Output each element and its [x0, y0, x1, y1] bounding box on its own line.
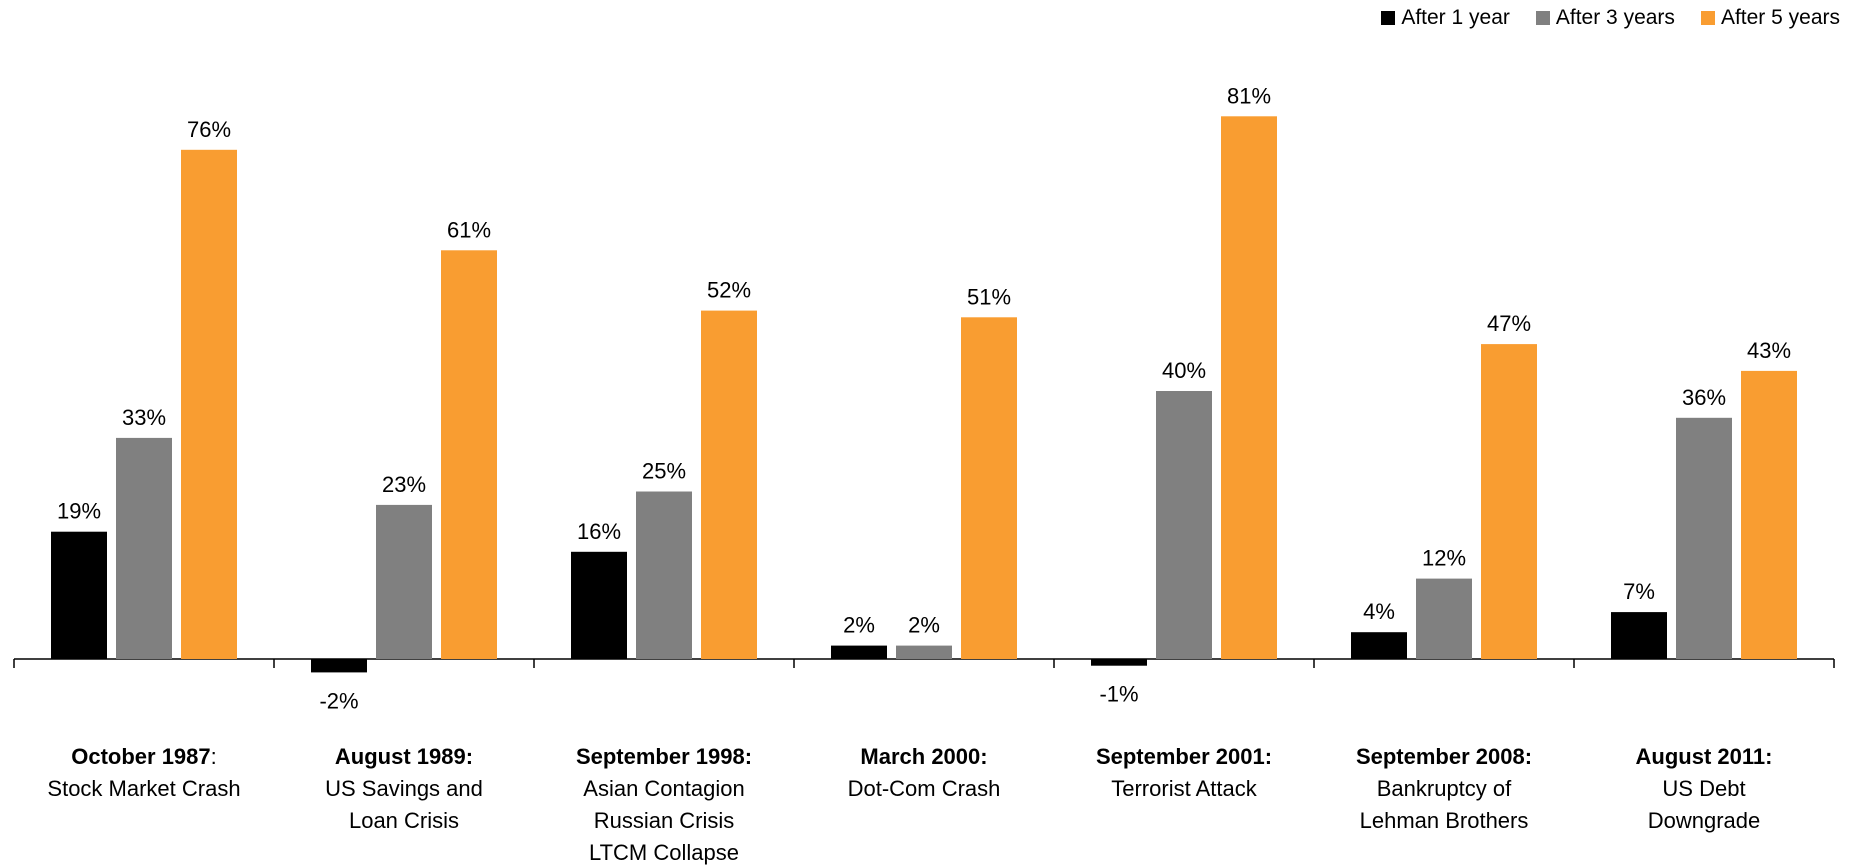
data-label: 76% [187, 117, 231, 142]
category-subtitle: US Debt [1662, 776, 1745, 801]
legend-item-after-1-year: After 1 year [1381, 6, 1510, 30]
data-label: -2% [319, 688, 358, 713]
bar-after-3-years [896, 645, 952, 659]
category-label-line: September 1998: [576, 744, 752, 769]
category-subtitle: US Savings and [325, 776, 483, 801]
legend-item-after-5-years: After 5 years [1700, 6, 1840, 30]
bar-after-5-years [1741, 370, 1797, 659]
data-label: 12% [1422, 546, 1466, 571]
bar-after-5-years [1481, 344, 1537, 659]
bar-after-3-years [376, 504, 432, 659]
legend-label-after-5-years: After 5 years [1720, 6, 1840, 29]
category-label-line: Downgrade [1648, 808, 1761, 833]
data-label: 51% [967, 284, 1011, 309]
data-label: 61% [447, 217, 491, 242]
category-label-line: Loan Crisis [349, 808, 459, 833]
category-subtitle: Russian Crisis [594, 808, 735, 833]
legend-label-after-3-years: After 3 years [1555, 6, 1675, 29]
category-subtitle: Loan Crisis [349, 808, 459, 833]
legend-label-after-1-year: After 1 year [1401, 6, 1510, 29]
category-label-line: Stock Market Crash [47, 776, 240, 801]
category-subtitle: LTCM Collapse [589, 840, 739, 865]
category-label-line: Bankruptcy of [1377, 776, 1512, 801]
bar-after-5-years [961, 317, 1017, 659]
bar-after-1-year [311, 659, 367, 673]
category-label-line: September 2008: [1356, 744, 1532, 769]
category-title: October 1987 [71, 744, 210, 769]
legend-swatch-after-5-years [1700, 11, 1715, 25]
data-label: 4% [1363, 599, 1395, 624]
legend-swatch-after-1-year [1381, 11, 1396, 25]
category-subtitle: Stock Market Crash [47, 776, 240, 801]
data-label: 52% [707, 278, 751, 303]
legend-item-after-3-years: After 3 years [1535, 6, 1675, 30]
category-title: September 2008: [1356, 744, 1532, 769]
data-label: -1% [1099, 682, 1138, 707]
bar-after-3-years [636, 491, 692, 659]
bar-after-1-year [571, 551, 627, 659]
data-label: 2% [843, 613, 875, 638]
category-label-line: September 2001: [1096, 744, 1272, 769]
chart-legend: After 1 year After 3 years After 5 years [1381, 6, 1840, 30]
data-label: 16% [577, 519, 621, 544]
category-title: August 1989: [335, 744, 473, 769]
bar-after-5-years [441, 250, 497, 660]
legend-swatch-after-3-years [1535, 11, 1550, 25]
data-label: 2% [908, 613, 940, 638]
bar-after-3-years [1676, 417, 1732, 659]
data-label: 40% [1162, 358, 1206, 383]
category-subtitle: : [211, 744, 217, 769]
category-label-line: Terrorist Attack [1111, 776, 1257, 801]
bar-after-1-year [1091, 659, 1147, 666]
bar-after-1-year [1611, 612, 1667, 659]
category-label-line: Asian Contagion [583, 776, 744, 801]
category-title: September 2001: [1096, 744, 1272, 769]
data-label: 7% [1623, 579, 1655, 604]
category-subtitle: Bankruptcy of [1377, 776, 1512, 801]
data-label: 47% [1487, 311, 1531, 336]
category-label-line: Dot-Com Crash [848, 776, 1001, 801]
data-label: 25% [642, 459, 686, 484]
category-label-line: US Savings and [325, 776, 483, 801]
bar-after-3-years [1156, 391, 1212, 659]
category-subtitle: Dot-Com Crash [848, 776, 1001, 801]
category-label-line: August 1989: [335, 744, 473, 769]
category-subtitle: Terrorist Attack [1111, 776, 1257, 801]
category-label-line: October 1987: [71, 744, 217, 769]
bar-after-5-years [701, 310, 757, 659]
data-label: 36% [1682, 385, 1726, 410]
bar-after-5-years [1221, 116, 1277, 660]
category-label-line: August 2011: [1636, 744, 1773, 769]
category-label-line: US Debt [1662, 776, 1745, 801]
category-title: March 2000: [860, 744, 987, 769]
data-label: 81% [1227, 83, 1271, 108]
category-label-line: March 2000: [860, 744, 987, 769]
data-label: 33% [122, 405, 166, 430]
data-label: 23% [382, 472, 426, 497]
category-subtitle: Lehman Brothers [1360, 808, 1529, 833]
bar-after-1-year [51, 531, 107, 659]
bar-after-1-year [831, 645, 887, 659]
data-label: 43% [1747, 338, 1791, 363]
bar-after-3-years [116, 437, 172, 659]
data-label: 19% [57, 499, 101, 524]
category-label-line: Russian Crisis [594, 808, 735, 833]
category-subtitle: Asian Contagion [583, 776, 744, 801]
bar-after-3-years [1416, 578, 1472, 659]
bar-after-1-year [1351, 632, 1407, 659]
bar-after-5-years [181, 149, 237, 660]
category-title: August 2011: [1636, 744, 1773, 769]
category-label-line: LTCM Collapse [589, 840, 739, 865]
category-subtitle: Downgrade [1648, 808, 1761, 833]
category-title: September 1998: [576, 744, 752, 769]
category-label-line: Lehman Brothers [1360, 808, 1529, 833]
